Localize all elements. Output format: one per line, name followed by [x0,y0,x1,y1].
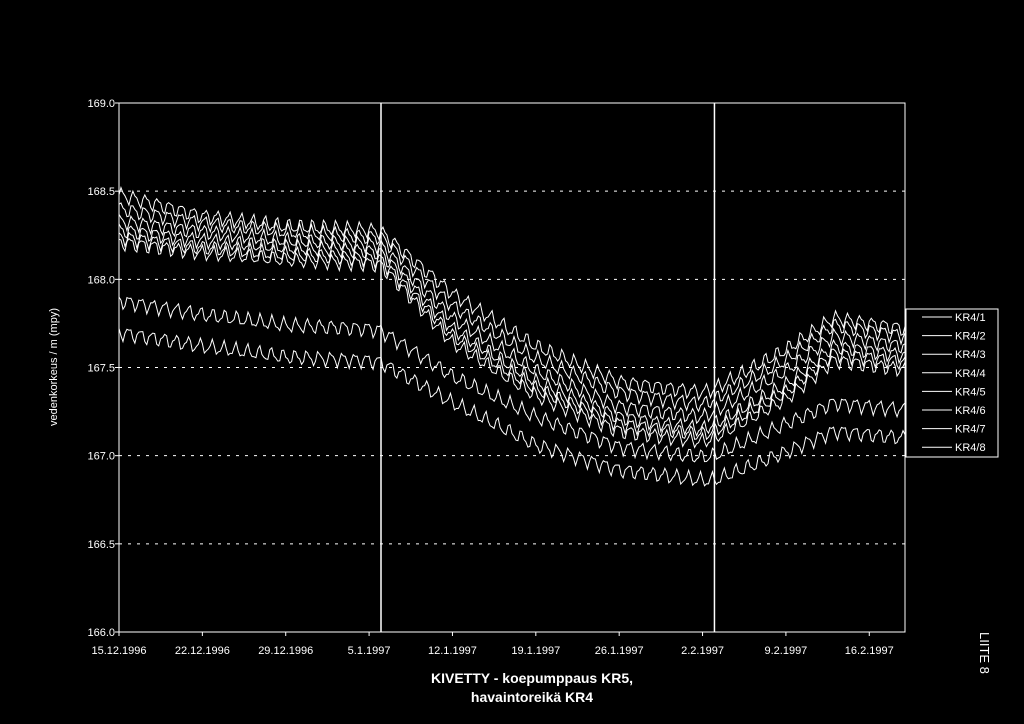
vertical-markers [380,103,716,632]
x-tick-label: 29.12.1996 [258,645,313,657]
x-tick-label: 15.12.1996 [91,645,146,657]
x-tick-label: 5.1.1997 [348,645,391,657]
y-tick-label: 166.5 [87,539,115,551]
legend-label: KR4/3 [955,349,986,361]
series-line-KR4-5 [118,231,906,441]
x-tick-label: 12.1.1997 [428,645,477,657]
y-tick-label: 169.0 [87,98,115,110]
x-tick-label: 19.1.1997 [511,645,560,657]
legend-box [905,308,999,458]
y-axis-ticks: 169.0 168.5 168.0 167.5 167.0 166.5 166.0 [87,98,119,639]
x-tick-label: 9.2.1997 [764,645,807,657]
series-line-KR4-6 [118,237,906,449]
y-tick-label: 167.5 [87,363,115,375]
legend-label: KR4/8 [955,442,986,454]
legend-label: KR4/2 [955,331,986,343]
y-tick-label: 168.5 [87,186,115,198]
x-tick-label: 16.2.1997 [845,645,894,657]
x-tick-label: 26.1.1997 [595,645,644,657]
legend-label: KR4/7 [955,424,986,436]
series-line-KR4-1 [118,186,906,402]
legend: KR4/1 KR4/2 KR4/3 KR4/4 KR4/5 KR4/6 KR4/7 KR4/8 [905,308,999,458]
chart-title-line-2: havaintoreikä KR4 [471,689,593,705]
chart-title-line-1: KIVETTY - koepumppaus KR5, [431,670,633,686]
x-tick-label: 2.2.1997 [681,645,724,657]
series-line-KR4-4 [118,223,906,438]
legend-label: KR4/1 [955,312,986,324]
legend-label: KR4/6 [955,405,986,417]
series-line-KR4-2 [118,202,906,413]
series-line-KR4-7 [118,296,906,463]
y-tick-label: 167.0 [87,451,115,463]
x-axis-ticks: 15.12.1996 22.12.1996 29.12.1996 5.1.1997 12… [91,632,894,657]
y-tick-label: 166.0 [87,627,115,639]
legend-label: KR4/4 [955,368,986,380]
series-group [118,186,906,487]
legend-label: KR4/5 [955,386,986,398]
y-axis-label: vedenkorkeus / m (mpy) [48,308,60,426]
series-line-KR4-3 [118,214,906,425]
series-line-KR4-8 [118,328,906,487]
x-tick-label: 22.12.1996 [175,645,230,657]
appendix-label: LIITE 8 [977,632,992,674]
y-tick-label: 168.0 [87,274,115,286]
